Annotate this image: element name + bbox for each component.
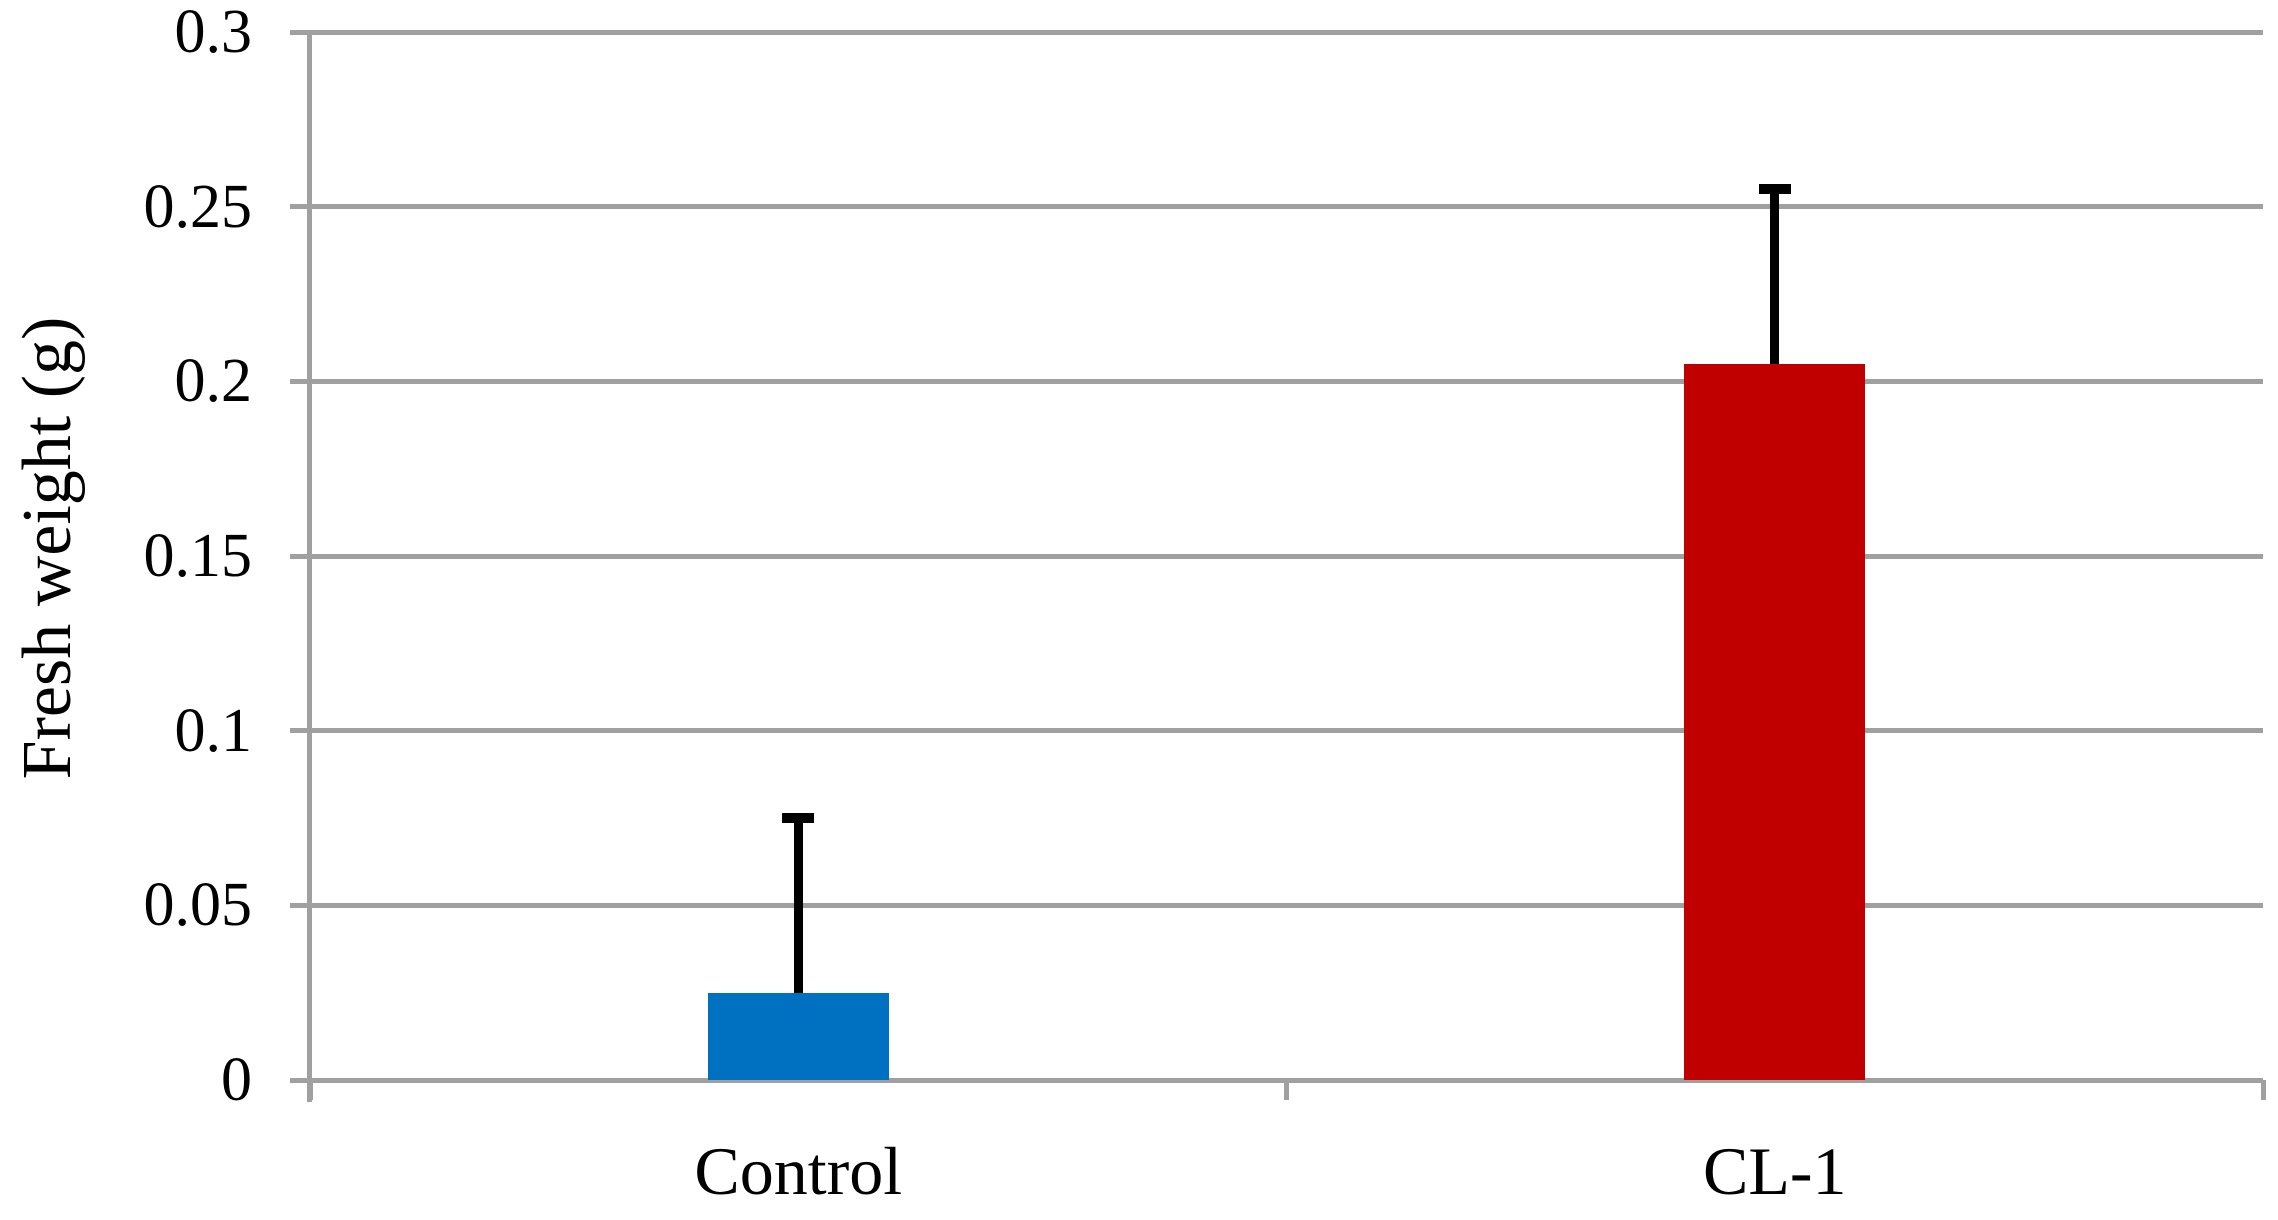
y-axis-tick (290, 29, 310, 35)
y-axis-tick (290, 378, 310, 384)
x-axis-tick (307, 1080, 313, 1100)
category-label: Control (694, 1133, 903, 1209)
bar-cl-1 (1684, 363, 1866, 1080)
y-axis-tick (290, 728, 310, 734)
y-tick-label: 0 (221, 1046, 252, 1114)
y-tick-label: 0.3 (174, 0, 253, 66)
category-label: CL-1 (1702, 1133, 1847, 1209)
gridline (310, 902, 2263, 908)
y-axis-tick (290, 204, 310, 210)
error-bar-line (1770, 189, 1780, 364)
x-axis-tick (1284, 1080, 1289, 1100)
x-axis-tick (2260, 1080, 2266, 1100)
gridline (310, 204, 2263, 210)
y-tick-label: 0.05 (143, 871, 253, 940)
y-axis-tick (290, 1077, 310, 1083)
gridline (310, 29, 2263, 35)
y-axis-tick (290, 902, 310, 908)
bar-control (707, 992, 889, 1080)
y-axis-tick (290, 553, 310, 559)
error-bar-line (793, 818, 803, 993)
y-tick-label: 0.15 (143, 522, 253, 590)
gridline (310, 378, 2263, 384)
gridline (310, 728, 2263, 734)
y-tick-label: 0.25 (143, 172, 253, 241)
error-bar-cap (782, 813, 815, 823)
y-tick-label: 0.2 (174, 347, 253, 416)
error-bar-cap (1758, 184, 1791, 195)
y-axis-line (307, 32, 312, 1102)
y-tick-label: 0.1 (174, 696, 253, 765)
gridline (310, 553, 2263, 559)
